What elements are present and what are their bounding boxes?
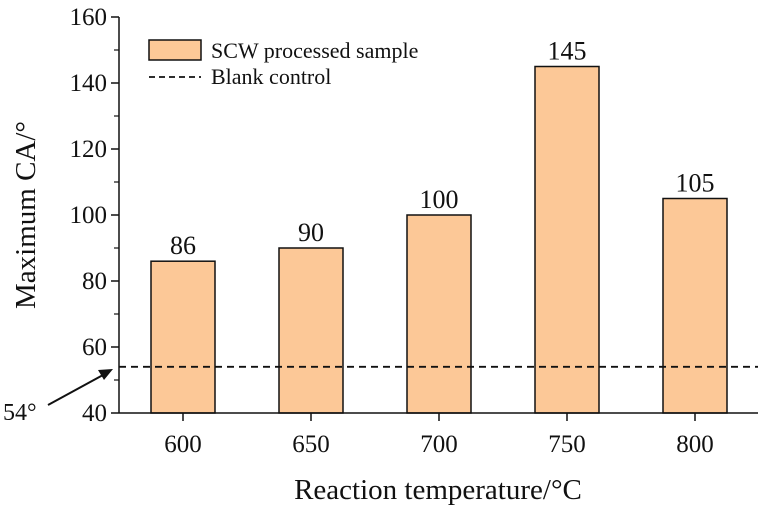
x-tick-label-650: 650 — [292, 431, 330, 458]
y-tick-label-140: 140 — [70, 70, 108, 97]
legend: SCW processed sample Blank control — [148, 38, 418, 89]
annotation-text: 54° — [3, 400, 37, 426]
legend-label-blank: Blank control — [211, 64, 331, 89]
y-tick-labels: 40 60 80 100 120 140 160 — [70, 4, 108, 427]
y-tick-label-100: 100 — [70, 202, 108, 229]
bar-800 — [662, 197, 728, 414]
axes — [111, 16, 758, 421]
y-tick-label-60: 60 — [82, 334, 107, 361]
y-tick-label-40: 40 — [82, 400, 107, 427]
bar-750 — [534, 65, 600, 414]
bars-layer — [150, 65, 728, 414]
data-label-650: 90 — [298, 218, 324, 247]
y-tick-label-160: 160 — [70, 4, 108, 31]
bar-600 — [150, 260, 216, 414]
x-tick-label-750: 750 — [548, 431, 586, 458]
y-axis-title: Maximum CA/° — [10, 121, 42, 309]
y-tick-label-80: 80 — [82, 268, 107, 295]
bar-650 — [278, 247, 344, 414]
annotation-arrow-head — [98, 369, 113, 380]
data-label-800: 105 — [676, 169, 715, 198]
x-tick-label-600: 600 — [164, 431, 202, 458]
x-tick-label-800: 800 — [676, 431, 714, 458]
bar-700 — [406, 214, 472, 414]
data-label-600: 86 — [170, 231, 196, 260]
x-tick-labels: 600 650 700 750 800 — [164, 431, 714, 458]
data-label-700: 100 — [420, 185, 459, 214]
annotation-54: 54° — [3, 369, 113, 426]
legend-swatch-scw — [148, 39, 202, 61]
y-tick-label-120: 120 — [70, 136, 108, 163]
x-axis-title: Reaction temperature/°C — [294, 474, 582, 506]
data-label-750: 145 — [548, 37, 587, 66]
data-labels: 86 90 100 145 105 — [170, 37, 715, 261]
legend-label-scw: SCW processed sample — [211, 38, 418, 63]
x-tick-label-700: 700 — [420, 431, 458, 458]
annotation-arrow-shaft — [47, 374, 104, 406]
